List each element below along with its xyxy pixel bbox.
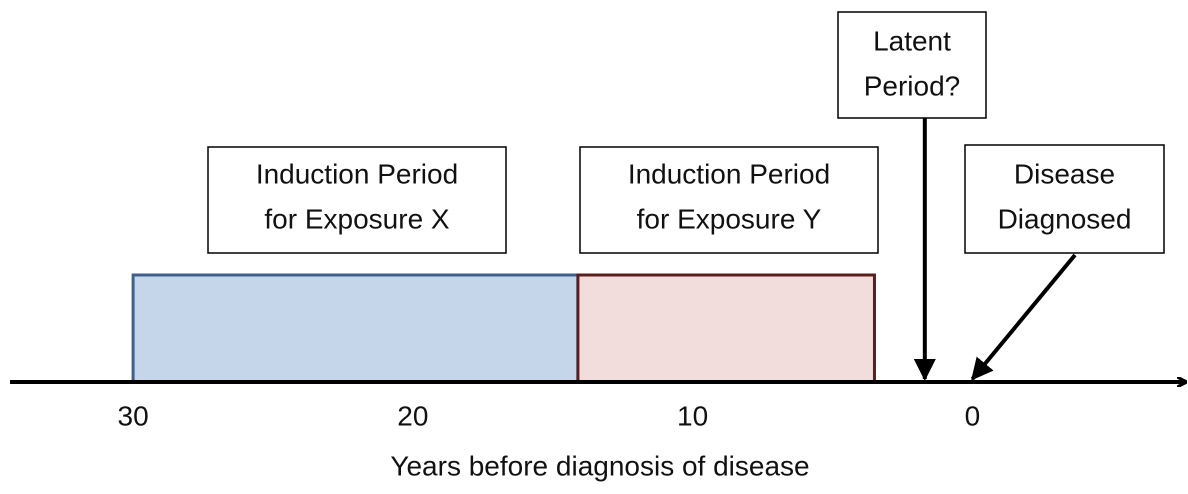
marker-arrow [970,253,1077,381]
tick-label: 20 [397,400,428,431]
period-label: Induction Period [628,158,830,189]
tick-label: 0 [965,400,981,431]
marker-label: Latent [873,25,951,56]
tick-label: 30 [118,400,149,431]
tick-label: 10 [677,400,708,431]
axis-label: Years before diagnosis of disease [390,450,809,481]
period-label-box [207,146,507,254]
period-label-box [579,146,879,254]
period-label: Induction Period [256,158,458,189]
marker-label: Diagnosed [998,203,1132,234]
marker-label-box [964,144,1165,254]
marker-label: Disease [1014,158,1115,189]
period-bar [576,273,876,384]
period-label: for Exposure Y [637,203,822,234]
period-label: for Exposure X [264,203,450,234]
marker-label: Period? [864,70,961,101]
marker-label-box [837,11,987,119]
period-bar [131,273,580,384]
